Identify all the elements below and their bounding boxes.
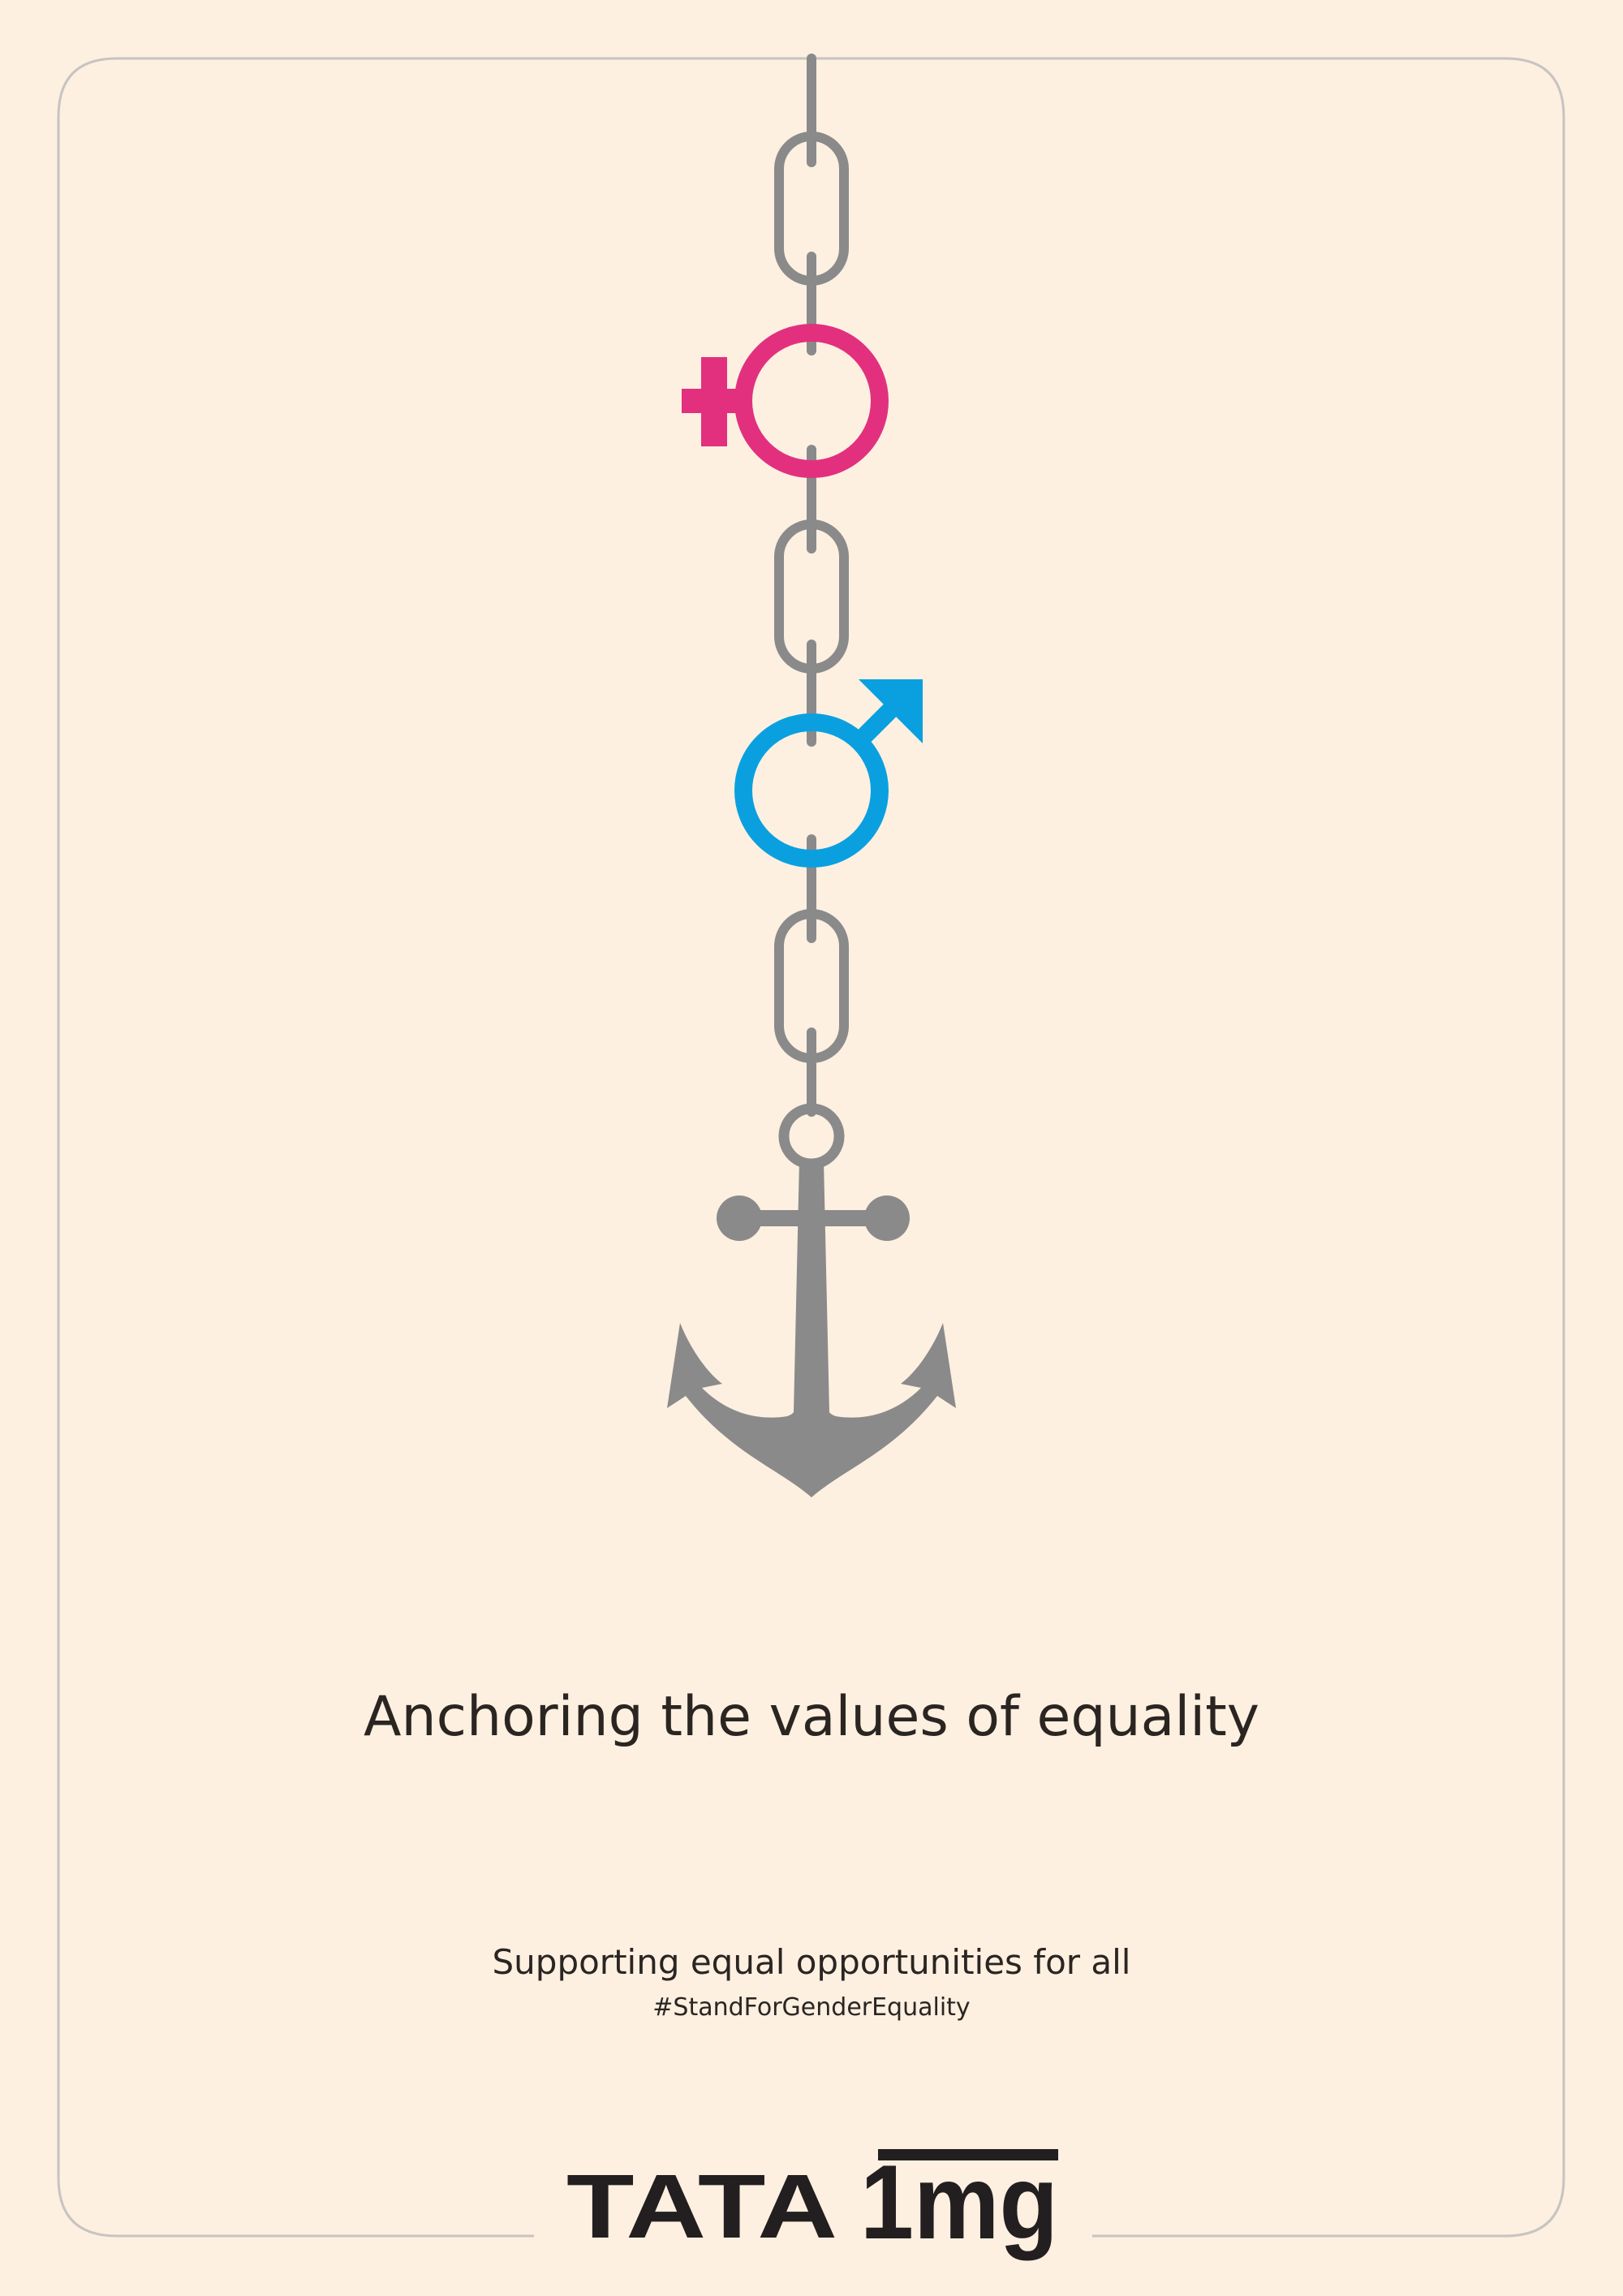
male-arrow-head bbox=[859, 679, 923, 743]
subtitle: Supporting equal opportunities for all bbox=[493, 1942, 1131, 1982]
female-symbol bbox=[682, 324, 889, 478]
anchor-stock-end bbox=[717, 1195, 762, 1241]
logo-product: 1mg bbox=[860, 2143, 1058, 2261]
hashtag: #StandForGenderEquality bbox=[652, 1993, 970, 2022]
logo-brand: TATA bbox=[566, 2156, 837, 2257]
logo: TATA 1mg bbox=[566, 2143, 1058, 2261]
anchor-stock-end bbox=[864, 1195, 910, 1241]
logo-bar bbox=[878, 2149, 1058, 2160]
male-symbol bbox=[734, 679, 923, 868]
female-cross-v bbox=[701, 357, 727, 446]
chain bbox=[774, 54, 849, 1117]
male-ring bbox=[734, 713, 889, 868]
anchor-arms bbox=[667, 1323, 956, 1497]
headline: Anchoring the values of equality bbox=[364, 1685, 1259, 1749]
anchor bbox=[667, 1103, 956, 1497]
anchor-shank bbox=[794, 1161, 829, 1412]
